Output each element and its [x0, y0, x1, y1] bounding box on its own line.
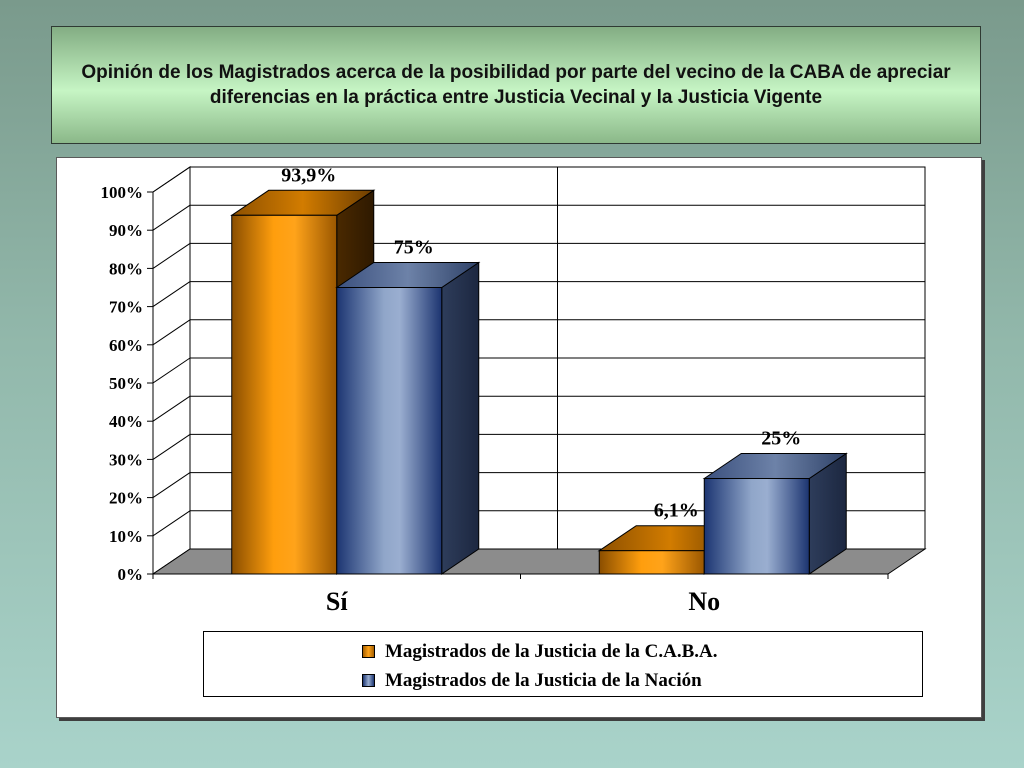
title-banner: Opinión de los Magistrados acerca de la …	[51, 26, 981, 144]
y-tick-label: 60%	[109, 336, 143, 355]
y-tick-label: 10%	[109, 527, 143, 546]
bar-chart: 0% 10% 20% 30% 40% 50% 60% 70% 80% 90% 100% Sí No 93…	[101, 164, 927, 616]
legend-item-nacion: Magistrados de la Justicia de la Nación	[362, 666, 922, 695]
legend-swatch-nacion	[362, 674, 375, 687]
y-tick-label: 20%	[109, 489, 143, 508]
gridline-side	[152, 472, 191, 499]
gridline-side	[152, 166, 191, 193]
gridline-side	[152, 357, 191, 384]
y-tick-label: 80%	[109, 259, 143, 278]
legend-label-caba: Magistrados de la Justicia de la C.A.B.A…	[385, 640, 718, 662]
gridline-side	[152, 395, 191, 422]
data-label-nacion-no: 25%	[761, 428, 801, 450]
category-label: Sí	[326, 587, 348, 616]
gridline-side	[152, 204, 191, 231]
gridline-side	[152, 242, 191, 269]
bar-nacion-si	[335, 261, 481, 575]
y-tick-label: 50%	[109, 374, 143, 393]
bar-nacion-si-front	[336, 287, 443, 575]
data-label-caba-no: 6,1%	[654, 500, 699, 522]
data-label-nacion-si: 75%	[394, 237, 434, 259]
bar-caba-si-front	[231, 214, 338, 575]
bar-nacion-no	[702, 452, 848, 575]
chart-area: 0% 10% 20% 30% 40% 50% 60% 70% 80% 90% 100% Sí No 93…	[56, 157, 982, 718]
category-label: No	[688, 587, 720, 616]
gridline-side	[152, 433, 191, 460]
y-tick-label: 70%	[109, 298, 143, 317]
gridline-side	[152, 281, 191, 308]
legend-swatch-caba	[362, 645, 375, 658]
y-tick-label: 40%	[109, 412, 143, 431]
legend-label-nacion: Magistrados de la Justicia de la Nación	[385, 669, 702, 691]
chart-title: Opinión de los Magistrados acerca de la …	[81, 62, 951, 108]
bar-nacion-si-side	[441, 261, 480, 575]
gridline-side	[152, 319, 191, 346]
y-tick-label: 0%	[118, 565, 144, 584]
y-tick-label: 30%	[109, 450, 143, 469]
gridline-side	[152, 510, 191, 537]
legend-item-caba: Magistrados de la Justicia de la C.A.B.A…	[362, 637, 922, 666]
bar-caba-no-front	[598, 550, 705, 575]
bar-nacion-no-front	[703, 478, 810, 575]
y-tick-label: 90%	[109, 221, 143, 240]
chart-legend: Magistrados de la Justicia de la C.A.B.A…	[203, 631, 923, 697]
y-tick-label: 100%	[101, 183, 144, 202]
data-label-caba-si: 93,9%	[281, 164, 336, 186]
